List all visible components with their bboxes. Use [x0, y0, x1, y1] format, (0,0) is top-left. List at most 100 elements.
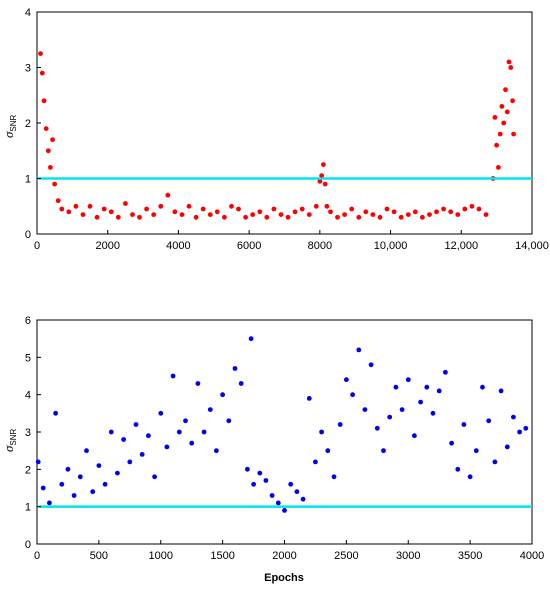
data-point: [368, 362, 374, 368]
data-point: [455, 212, 461, 218]
data-point: [73, 203, 79, 209]
x-tick-label: 14,000: [515, 240, 549, 252]
data-point: [469, 203, 475, 209]
data-point: [101, 206, 107, 212]
data-point: [47, 500, 52, 506]
data-point: [497, 131, 503, 137]
data-point: [179, 212, 185, 218]
data-point: [220, 392, 226, 398]
data-point: [363, 209, 369, 215]
x-tick-label: 1500: [210, 550, 234, 562]
chart-bottom: 0 500 1000 1500 2000 2500 3000 3500 40000123456 …: [1, 315, 544, 584]
y-tick-label: 6: [25, 315, 31, 327]
data-point: [127, 459, 133, 465]
data-point: [278, 212, 284, 218]
data-point: [133, 422, 139, 427]
data-point: [494, 142, 499, 148]
data-point: [207, 407, 213, 412]
data-point: [53, 410, 58, 416]
data-point: [39, 70, 45, 76]
data-point: [499, 104, 505, 109]
y-tick-label: 2: [25, 464, 31, 476]
data-point: [412, 209, 418, 215]
x-tick-label: 1000: [149, 550, 173, 562]
axis-ticks-bottom: 0 500 1000 1500 2000 2500 3000 3500 4000 0 1 2 3 4 5 6: [25, 315, 544, 562]
data-point: [420, 214, 425, 220]
y-axis-label-bottom: σSNR: [1, 428, 18, 452]
data-point: [523, 425, 529, 431]
data-point: [183, 418, 188, 424]
y-tick-label: 0: [25, 229, 31, 241]
data-point: [342, 212, 347, 218]
data-point: [214, 448, 219, 454]
data-point: [115, 470, 120, 476]
data-point: [193, 214, 199, 220]
data-point: [121, 437, 126, 442]
data-point: [102, 481, 108, 487]
data-point: [226, 418, 232, 424]
data-point: [264, 214, 270, 220]
data-point: [467, 474, 473, 480]
data-point: [412, 433, 417, 439]
data-point: [349, 206, 355, 212]
data-point: [374, 425, 380, 431]
data-point: [200, 206, 206, 212]
data-point: [285, 214, 291, 220]
data-points-bottom: [35, 336, 529, 513]
data-point: [436, 388, 442, 394]
y-tick-label: 0: [25, 539, 31, 551]
y-axis-label-main-top: σ: [1, 131, 16, 138]
data-point: [504, 109, 510, 115]
data-point: [282, 508, 287, 513]
data-point: [430, 410, 436, 416]
data-point: [48, 165, 53, 170]
data-point: [517, 429, 522, 435]
data-point: [115, 214, 121, 220]
data-point: [443, 369, 448, 375]
data-point: [473, 448, 479, 454]
data-points-top: [38, 51, 516, 220]
data-point: [271, 206, 277, 212]
data-point: [498, 388, 504, 394]
data-point: [158, 203, 164, 209]
data-point: [449, 440, 454, 446]
data-point: [170, 373, 176, 379]
data-point: [59, 206, 65, 212]
data-point: [344, 377, 349, 383]
data-point: [362, 407, 368, 412]
data-point: [387, 414, 393, 420]
data-point: [164, 444, 170, 450]
data-point: [405, 377, 411, 383]
data-point: [38, 51, 43, 56]
data-point: [130, 212, 135, 218]
y-axis-label-top: σSNR: [1, 114, 18, 138]
data-point: [288, 481, 294, 487]
data-point: [139, 452, 145, 457]
y-tick-label: 5: [25, 352, 31, 364]
data-point: [384, 206, 390, 212]
data-point: [195, 381, 201, 386]
data-point: [238, 381, 244, 386]
data-point: [350, 392, 355, 398]
data-point: [476, 206, 482, 212]
data-point: [356, 347, 362, 353]
data-point: [461, 422, 467, 427]
x-tick-label: 2500: [334, 550, 358, 562]
data-point: [391, 209, 397, 215]
data-point: [90, 489, 96, 495]
data-point: [317, 178, 323, 184]
data-point: [232, 366, 238, 371]
data-point: [399, 407, 405, 412]
data-point: [292, 209, 298, 215]
data-point: [480, 384, 485, 390]
data-point: [71, 493, 77, 498]
data-point: [393, 384, 399, 390]
data-point: [40, 485, 46, 491]
data-point: [370, 212, 376, 218]
y-tick-label: 4: [25, 390, 31, 402]
data-point: [427, 212, 432, 218]
data-point: [214, 209, 220, 215]
data-point: [243, 214, 249, 220]
data-point: [207, 212, 213, 218]
